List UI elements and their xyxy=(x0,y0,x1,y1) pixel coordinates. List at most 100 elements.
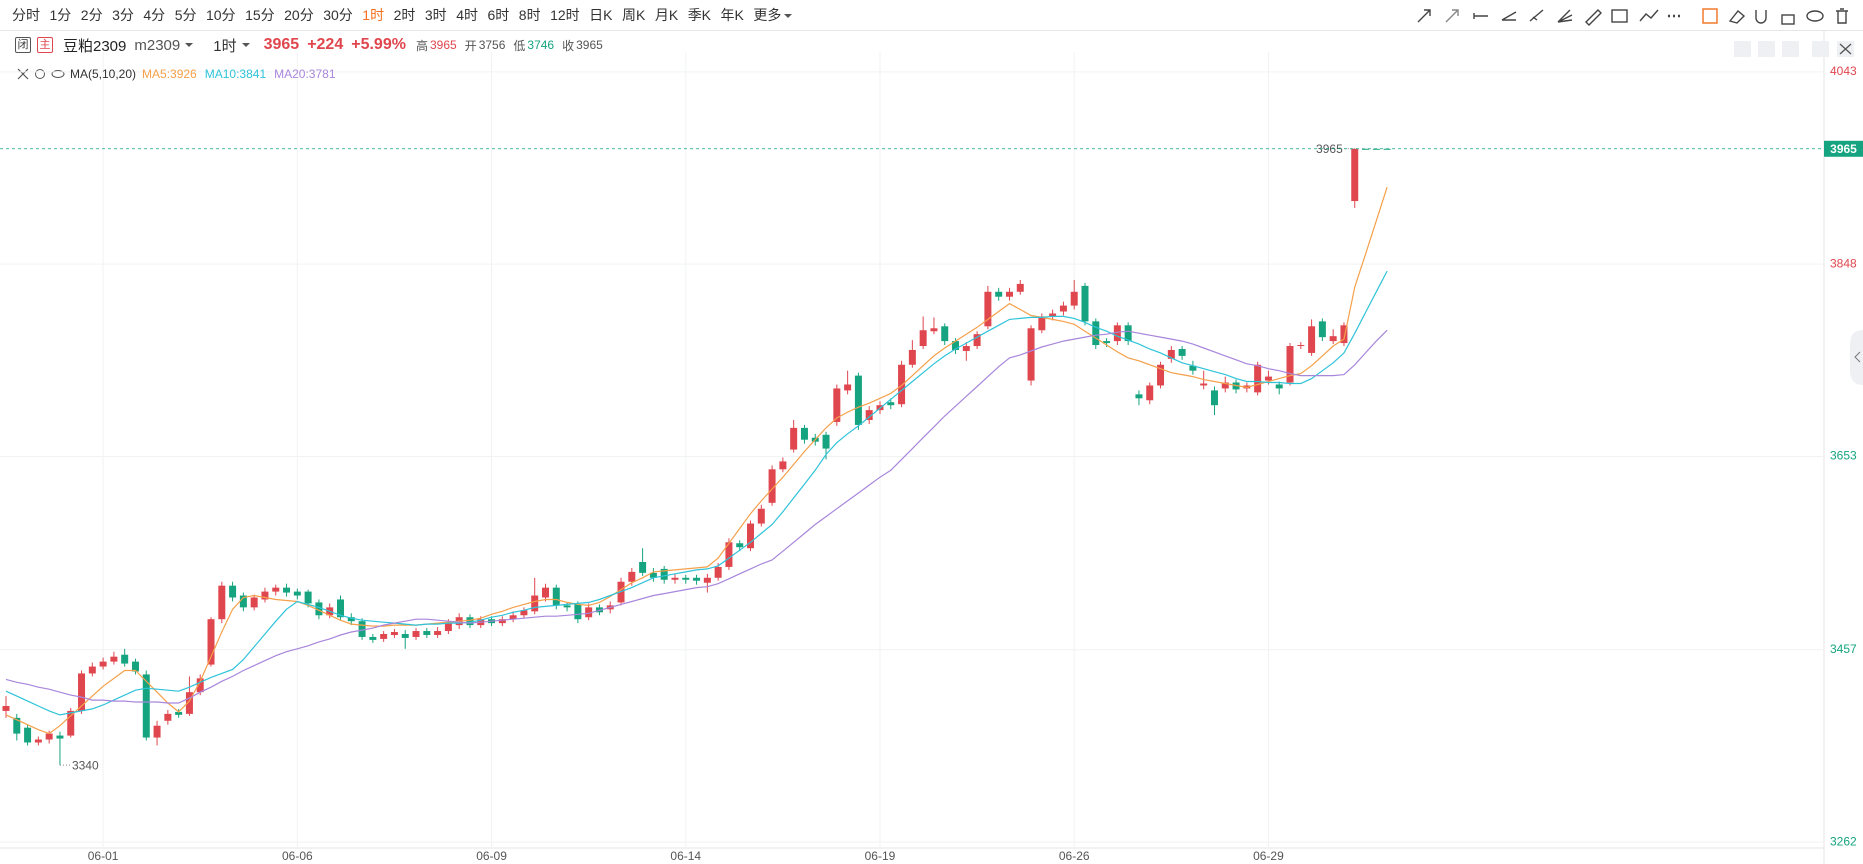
candle-body xyxy=(725,542,733,567)
tool-eye[interactable] xyxy=(1806,10,1824,22)
symbol-name[interactable]: 豆粕2309 xyxy=(63,37,127,55)
stat-value: 3756 xyxy=(478,38,506,52)
symbol-bar: 闭主豆粕2309 m2309 1时 3965 +224 +5.99% 高 3965 开 3756 低… xyxy=(0,33,1500,57)
side-tab-arrow xyxy=(1854,351,1861,363)
period-button[interactable]: 4时 xyxy=(456,7,478,23)
period-button[interactable]: 月K xyxy=(654,7,679,23)
period-button[interactable]: 3分 xyxy=(112,7,134,23)
symbol-icon[interactable]: 主 xyxy=(37,37,53,53)
period-button[interactable]: 2分 xyxy=(80,7,103,23)
icon-close-x xyxy=(1839,43,1852,55)
period-button[interactable]: 1时 xyxy=(362,7,385,23)
period-button[interactable]: 12时 xyxy=(550,7,580,23)
x-tick-label: 06-14 xyxy=(670,849,701,863)
period-button[interactable]: 3时 xyxy=(424,7,447,23)
icon-indicator[interactable] xyxy=(1734,41,1751,57)
tool-trash[interactable] xyxy=(1836,8,1848,24)
candle-body xyxy=(768,469,776,503)
tool-eraser[interactable] xyxy=(1728,10,1746,24)
period-toolbar: 分时 1分 2分 3分 4分 5分 10分 15分 20分 30分 1时 2时 3时 4时 6时 8时 12时日… xyxy=(0,0,1863,31)
candle-body xyxy=(1264,376,1272,381)
period-button[interactable]: 周K xyxy=(622,7,646,23)
candle-body xyxy=(1178,348,1186,356)
period-button[interactable]: 20分 xyxy=(284,7,314,23)
candle-body xyxy=(142,674,150,738)
tool-fan[interactable] xyxy=(1557,9,1573,23)
icon-expand[interactable] xyxy=(1812,41,1829,57)
period-button[interactable]: 分时 xyxy=(12,7,40,23)
candle-body xyxy=(131,661,139,672)
period-button[interactable]: 30分 xyxy=(323,7,353,23)
period-button[interactable]: 季K xyxy=(687,7,712,23)
period-button[interactable]: 15分 xyxy=(245,7,275,23)
y-tick-label: 3262 xyxy=(1830,834,1857,848)
candle-body xyxy=(1167,349,1175,359)
period-button[interactable]: 6时 xyxy=(487,7,510,23)
period-button[interactable]: 4分 xyxy=(143,7,166,23)
y-tick-label: 3457 xyxy=(1830,642,1857,656)
candle-body xyxy=(185,692,193,714)
candle-body xyxy=(693,577,701,581)
high-label: 3965 xyxy=(1316,142,1343,156)
candle-body xyxy=(790,427,798,450)
icon-draw[interactable] xyxy=(1758,41,1775,57)
candle-body xyxy=(1189,365,1197,371)
period-button[interactable]: 5分 xyxy=(174,7,197,23)
candle-body xyxy=(1200,383,1208,386)
tool-lock[interactable] xyxy=(1781,14,1795,25)
candle-body xyxy=(919,330,927,347)
legend-settings[interactable] xyxy=(35,69,45,79)
tool-pen[interactable] xyxy=(1585,9,1602,26)
period-button[interactable]: 年K xyxy=(720,7,744,23)
period-button[interactable]: 2时 xyxy=(393,7,416,23)
legend-entry: MA5:3926 xyxy=(142,67,197,81)
symbol-icon[interactable]: 闭 xyxy=(15,37,31,53)
drawing-tools[interactable] xyxy=(1417,8,1848,26)
candle-body xyxy=(1286,346,1294,383)
candle-body xyxy=(1329,336,1337,342)
tool-hline[interactable] xyxy=(1473,13,1488,19)
indicator-name: MA(5,10,20) xyxy=(70,67,137,81)
tool-edit[interactable] xyxy=(1702,8,1718,24)
candle-body xyxy=(1103,341,1111,344)
period-button[interactable]: 10分 xyxy=(205,7,236,23)
y-tick-label: 4043 xyxy=(1830,64,1857,78)
panel-icons[interactable] xyxy=(1734,41,1854,57)
candle-body xyxy=(1059,305,1067,312)
tool-segment[interactable] xyxy=(1529,9,1544,22)
candle-body xyxy=(833,388,841,422)
candle-body xyxy=(1308,326,1316,353)
icon-candle[interactable] xyxy=(1782,41,1799,57)
candle-body xyxy=(315,602,323,616)
tool-magnet[interactable] xyxy=(1755,10,1767,24)
candle-body xyxy=(779,461,787,470)
period-button[interactable]: 日K xyxy=(589,7,613,23)
candle-body xyxy=(24,727,32,743)
stat-label: 收 xyxy=(562,38,575,53)
symbol-period[interactable]: 1时 xyxy=(213,37,237,55)
candle-body xyxy=(995,291,1003,297)
tool-channel[interactable] xyxy=(1501,11,1517,21)
tool-arrow[interactable] xyxy=(1445,9,1459,23)
stat-label: 开 xyxy=(464,38,477,53)
stat-label: 低 xyxy=(513,38,526,53)
candle-body xyxy=(757,508,765,524)
legend-close[interactable] xyxy=(17,68,29,80)
candle-body xyxy=(358,621,366,637)
symbol-code[interactable]: m2309 xyxy=(134,36,181,54)
candle-body xyxy=(293,591,301,596)
candle-body xyxy=(865,410,873,420)
side-tab[interactable] xyxy=(1850,330,1863,385)
legend-eye[interactable] xyxy=(51,70,65,78)
period-button[interactable]: 8时 xyxy=(518,7,541,23)
period-button[interactable]: 更多 xyxy=(753,5,792,25)
candle-body xyxy=(1372,148,1380,150)
tool-image[interactable] xyxy=(1611,9,1628,23)
tool-ray[interactable] xyxy=(1417,9,1431,23)
tool-wave[interactable] xyxy=(1639,9,1659,22)
candle-body xyxy=(714,566,722,578)
period-button[interactable]: 1分 xyxy=(49,7,72,23)
candle-body xyxy=(520,610,528,616)
low-label: 3340 xyxy=(72,758,99,772)
